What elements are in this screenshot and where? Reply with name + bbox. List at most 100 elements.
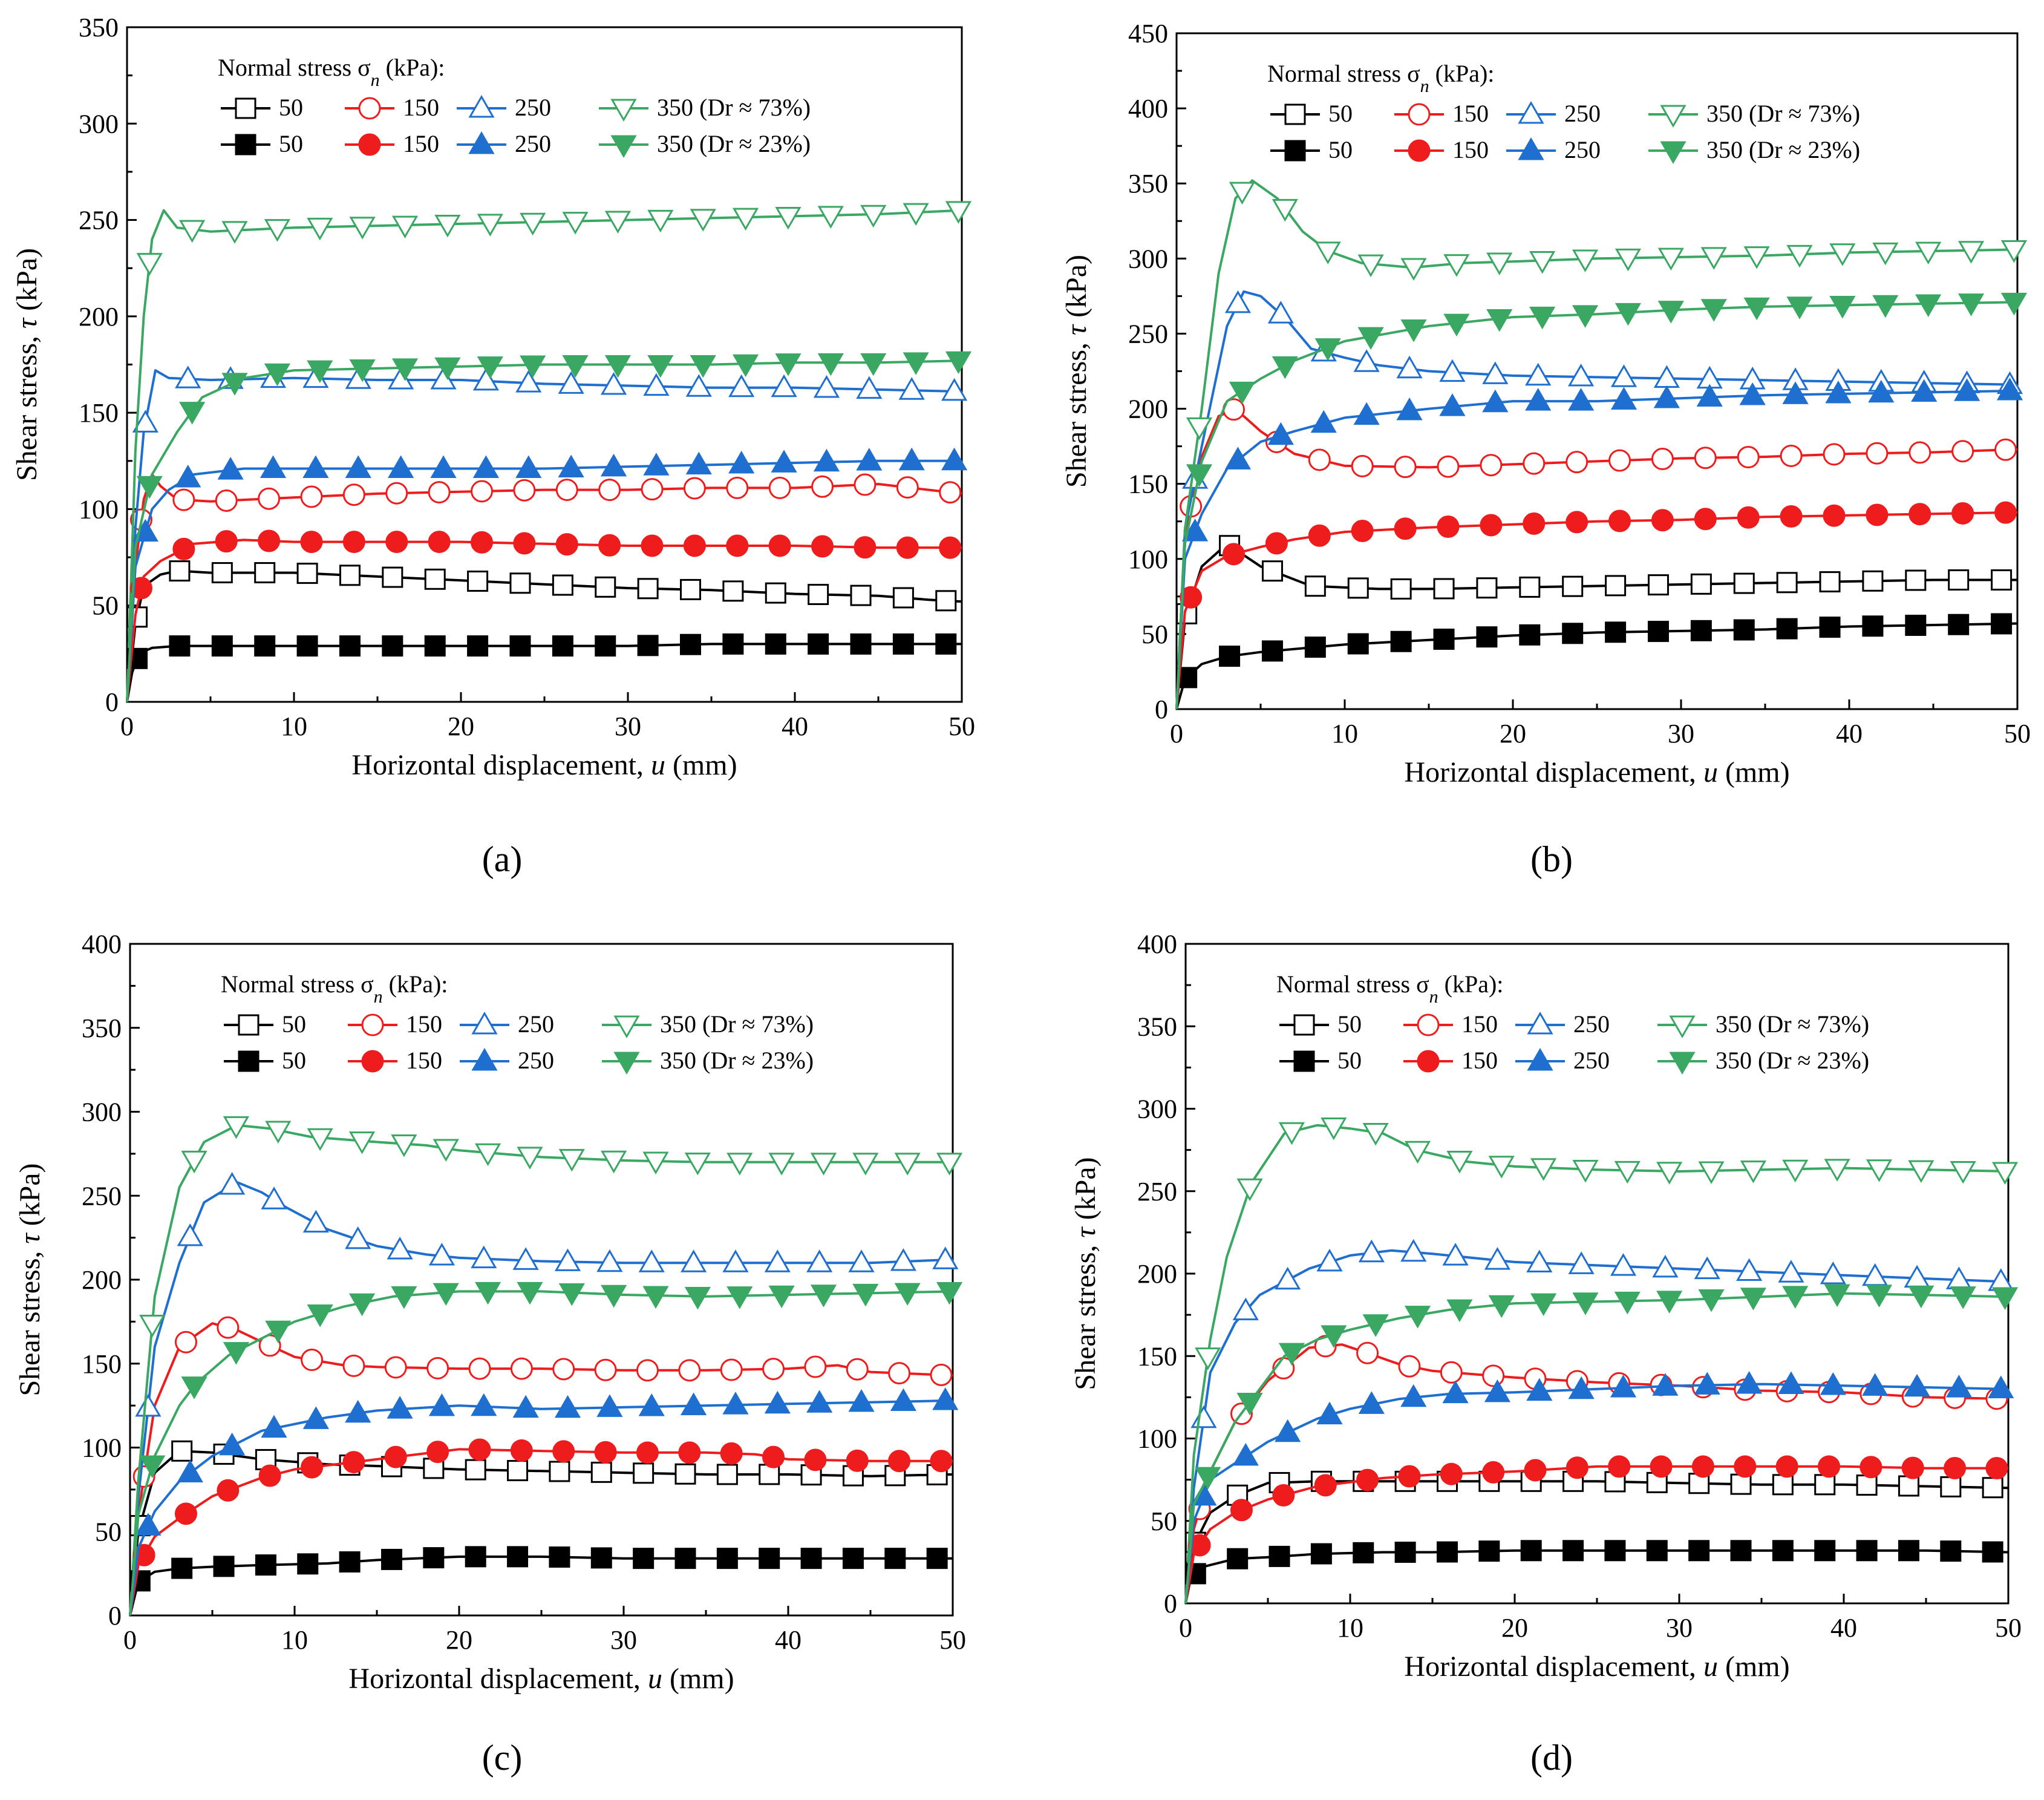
data-point [382, 566, 403, 588]
data-point [433, 1139, 459, 1162]
legend-title: Normal stress σn (kPa): [221, 970, 448, 1007]
data-point [1316, 1248, 1343, 1272]
data-point [888, 1362, 911, 1385]
data-point [768, 1153, 795, 1176]
data-point [716, 1464, 738, 1485]
data-point [732, 208, 759, 231]
data-point [472, 367, 499, 391]
data-point [811, 475, 834, 498]
legend-entry-350-loose: 350 (Dr ≈ 23%) [1648, 136, 1860, 165]
data-point [1390, 578, 1412, 600]
legend-label: 50 [279, 130, 303, 157]
y-axis-label: Shear stress, τ (kPa) [1060, 255, 1092, 488]
data-point [1866, 1159, 1893, 1182]
legend-label: 250 [1564, 136, 1601, 163]
data-point [930, 1450, 953, 1473]
data-point [1646, 1540, 1668, 1562]
data-point [643, 373, 670, 396]
data-point [852, 1153, 879, 1176]
data-point [647, 209, 674, 233]
data-point [512, 1395, 539, 1418]
data-point [1656, 1291, 1683, 1314]
data-point [1236, 1393, 1263, 1416]
data-point [765, 582, 786, 604]
data-point [1694, 1256, 1720, 1280]
data-point [936, 1282, 963, 1305]
legend-marker [471, 1011, 498, 1035]
legend-marker [468, 131, 495, 154]
data-point [1991, 569, 2013, 591]
data-point [1186, 464, 1213, 487]
data-point [426, 1357, 449, 1379]
data-point [1814, 1540, 1836, 1562]
data-point [1442, 1380, 1469, 1404]
legend-entry-350-dense: 350 (Dr ≈ 73%) [1648, 100, 1860, 128]
y-tick-label: 250 [1137, 1177, 1177, 1206]
data-point [1657, 301, 1684, 324]
legend-marker [238, 1050, 260, 1072]
legend-entry-150-loose: 150 [1403, 1047, 1498, 1074]
data-point [1823, 504, 1846, 527]
series-line [1175, 290, 2018, 710]
data-point [475, 1281, 501, 1305]
data-point [1232, 1442, 1259, 1466]
data-point [1567, 363, 1595, 387]
data-point [1181, 519, 1209, 542]
data-point [1652, 1254, 1679, 1278]
x-tick-label: 30 [610, 1625, 637, 1655]
x-axis-label: Horizontal displacement, u (mm) [1404, 756, 1789, 788]
data-point [1694, 508, 1717, 531]
series-line [1184, 1383, 2009, 1604]
data-point [1272, 1484, 1295, 1507]
data-point [1446, 1299, 1473, 1323]
data-point [1400, 1384, 1427, 1407]
data-point [472, 455, 499, 479]
legend-marker [1518, 100, 1544, 124]
data-point [596, 1394, 623, 1417]
data-point [1951, 502, 1974, 525]
data-point [1778, 1371, 1804, 1395]
data-point [1740, 1160, 1766, 1183]
data-point [1647, 621, 1669, 643]
data-point [678, 1359, 701, 1382]
legend-label: 350 (Dr ≈ 23%) [657, 130, 811, 157]
data-point [1786, 296, 1813, 319]
data-point [1484, 1379, 1511, 1402]
data-point [1950, 1286, 1976, 1309]
y-tick-label: 50 [95, 1517, 122, 1546]
data-point [939, 536, 962, 559]
data-point [1572, 305, 1599, 328]
data-point [211, 562, 233, 584]
data-point [339, 1551, 361, 1573]
data-point [554, 1248, 581, 1271]
data-point [932, 1387, 959, 1410]
data-point [1439, 359, 1466, 382]
data-point [1904, 1373, 1930, 1397]
data-point [258, 1464, 281, 1487]
series-150-loose [129, 1438, 953, 1616]
data-point [642, 1286, 669, 1309]
data-point [1400, 258, 1427, 281]
data-point [764, 1390, 791, 1414]
data-point [896, 476, 919, 499]
data-point [132, 410, 158, 433]
y-tick-label: 200 [1137, 1259, 1177, 1289]
data-point [1436, 1541, 1458, 1563]
data-point [558, 454, 584, 478]
data-point [1868, 379, 1895, 403]
y-tick-label: 250 [1128, 319, 1168, 349]
data-point [1739, 382, 1766, 405]
data-point [1529, 251, 1556, 274]
series-line [129, 1181, 953, 1616]
data-point [1908, 441, 1931, 464]
data-point [1519, 576, 1541, 598]
data-point [512, 1247, 539, 1270]
data-point [808, 583, 829, 605]
data-point [1314, 241, 1341, 264]
legend-entry-50-dense: 50 [224, 1010, 306, 1038]
data-point [1443, 313, 1470, 337]
data-point [1940, 1476, 1962, 1497]
data-point [1814, 1474, 1836, 1496]
data-point [1991, 1287, 2019, 1311]
legend-label: 150 [406, 1047, 442, 1074]
